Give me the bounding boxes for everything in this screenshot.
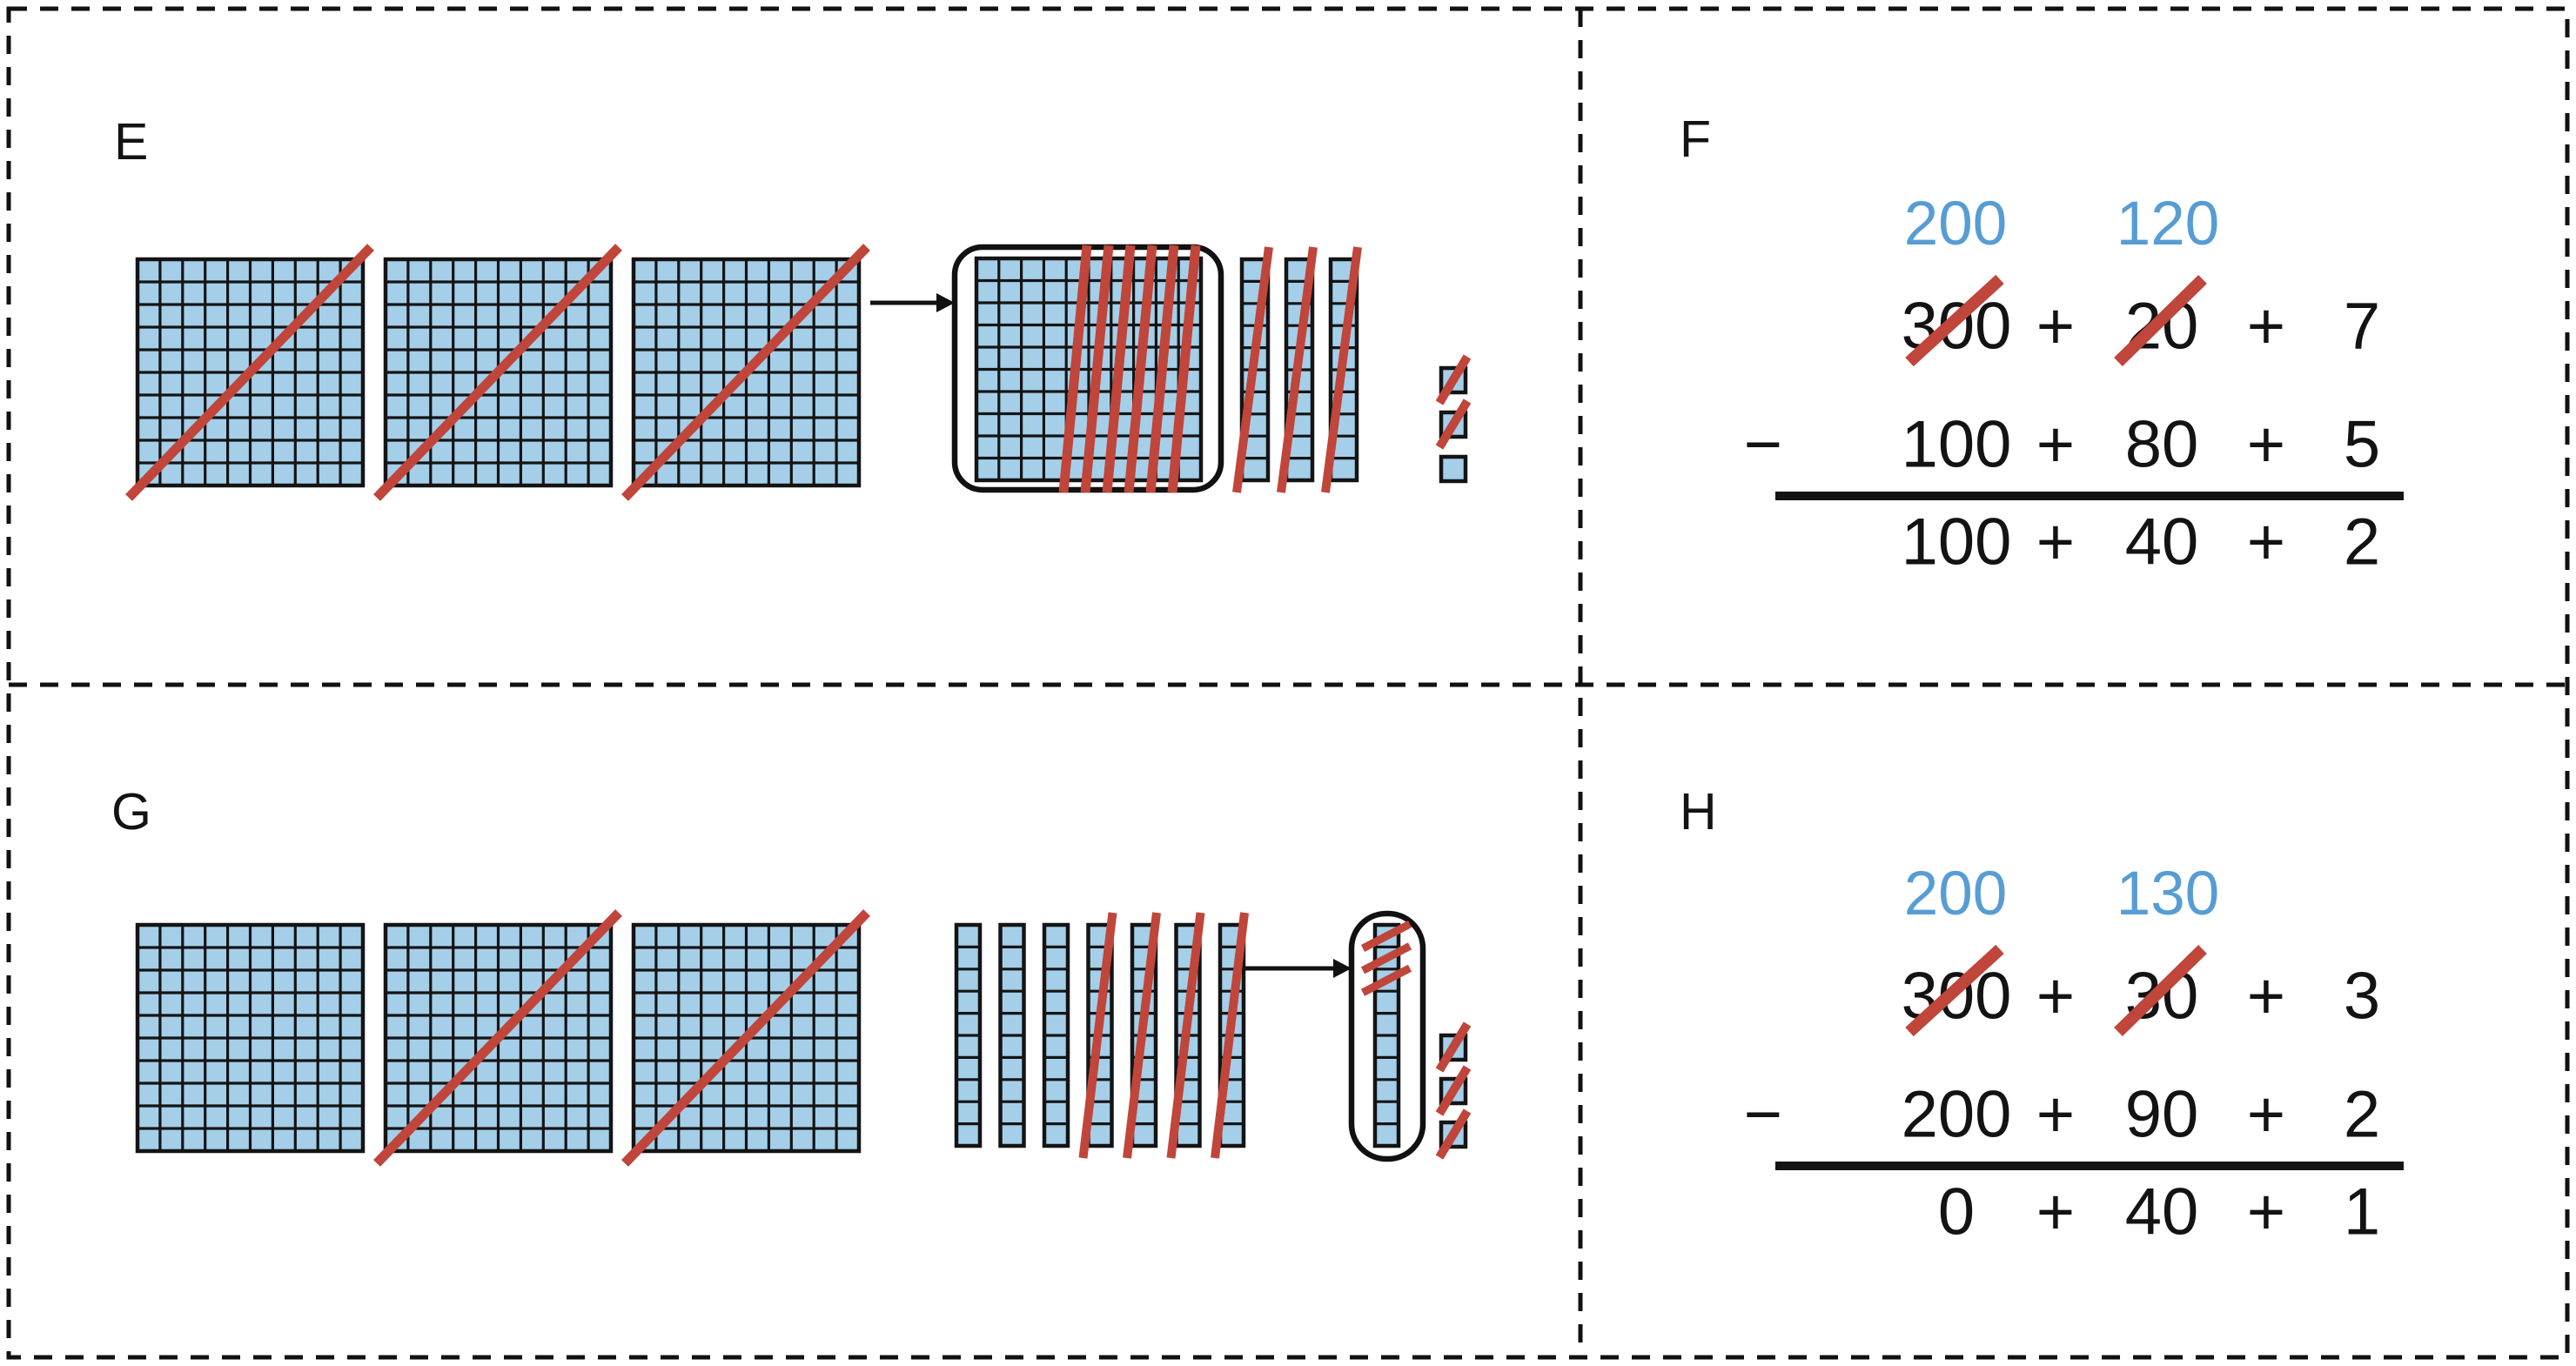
panel-f-minus-sign: − [1744,408,1782,482]
panel-h-plus-4: + [2247,1078,2285,1152]
panel-e-box-ten-slash-2 [1080,244,1114,493]
panel-h-equation: 200130300+30+3−200+90+20+40+1 [1744,860,2404,1249]
panel-f-subtrahend-hundreds: 100 [1902,408,2012,482]
panel-g-box-one-slash-3 [1360,964,1412,996]
panel-f-regroup-hundreds: 200 [1904,190,2007,258]
panel-e-decompose-arrow-icon [870,293,955,312]
panel-h-plus-5: + [2036,1175,2075,1249]
panel-g-blocks [135,909,1472,1167]
panel-f-plus-4: + [2247,408,2285,482]
panel-h-subtrahend-tens: 90 [2125,1078,2199,1152]
panel-e-unit-slash-2 [1435,398,1472,450]
panel-g-flat-slash-2 [373,909,622,1167]
panel-f-cross-out-hundreds [1905,274,2004,367]
panel-f-difference-hundreds: 100 [1902,506,2012,579]
panel-f-difference-tens: 40 [2125,506,2199,579]
panel-g-ten-rod-1 [954,922,983,1148]
panel-f-plus-1: + [2036,290,2075,364]
panel-h-subtrahend-ones: 2 [2344,1078,2380,1152]
panel-g-rod-slash-6 [1166,912,1205,1159]
panel-f-difference-ones: 2 [2344,506,2380,579]
panel-g-flat-slash-3 [621,909,870,1167]
panel-e-label: E [114,113,148,171]
panel-e-box-ten-slash-1 [1058,244,1092,493]
panel-f-subtrahend-ones: 5 [2344,408,2380,482]
panel-e-flat-slash-3 [621,244,870,501]
panel-h-subtrahend-hundreds: 200 [1902,1078,2012,1152]
panel-h-difference-hundreds: 0 [1938,1175,1975,1249]
panel-h-label: H [1680,783,1717,840]
outer-border [6,6,2570,1360]
panel-h-plus-2: + [2247,960,2285,1034]
panel-h-plus-1: + [2036,960,2075,1034]
panel-e-box-ten-slash-3 [1102,244,1136,493]
panel-e-box-ten-slash-5 [1145,244,1179,493]
panel-f-label: F [1680,110,1711,168]
panel-e-flat-slash-2 [373,244,622,501]
panel-f-regroup-tens: 120 [2116,190,2219,258]
panel-f-cross-out-tens [2114,274,2207,367]
panel-h-plus-3: + [2036,1078,2075,1152]
panel-f-minuend-ones: 7 [2344,290,2380,364]
panel-h-difference-tens: 40 [2125,1175,2199,1249]
panel-g-label: G [111,783,151,840]
panel-h-regroup-tens: 130 [2116,860,2219,928]
panel-g-decompose-arrow-icon [1245,959,1352,978]
panel-g-rod-slash-4 [1078,912,1117,1159]
panel-h-minuend-ones: 3 [2344,960,2380,1034]
panel-f-plus-3: + [2036,408,2075,482]
panel-g-unit-slash-3 [1435,1108,1472,1160]
panel-e-decompose-arrow-icon-head [936,293,955,312]
panel-g-box-one-slash-2 [1360,942,1412,974]
panel-e-blocks [125,244,1472,501]
panel-e-rod-slash-3 [1321,246,1362,493]
panel-g-rod-slash-5 [1123,912,1161,1159]
panel-e-flat-slash-1 [125,244,374,501]
panel-g-ten-rod-2 [998,922,1026,1148]
panel-g-rod-slash-7 [1211,912,1249,1159]
panel-e-box-ten-slash-6 [1167,244,1201,493]
panel-f-plus-2: + [2247,290,2285,364]
panel-g-unit-slash-2 [1435,1065,1472,1116]
panel-h-plus-6: + [2247,1175,2285,1249]
panel-e-rod-slash-2 [1277,246,1318,493]
panel-f-plus-5: + [2036,506,2075,579]
panel-e-unit-3 [1439,454,1468,484]
panel-h-regroup-hundreds: 200 [1904,860,2007,928]
panel-g-box-one-slash-1 [1360,921,1412,952]
panel-h-minus-sign: − [1744,1078,1782,1152]
panel-f-plus-6: + [2247,506,2285,579]
panel-g-unit-slash-1 [1435,1021,1472,1073]
panel-g-ten-rod-3 [1042,922,1070,1148]
panel-f-subtrahend-tens: 80 [2125,408,2199,482]
panel-g-hundred-flat-1 [135,922,366,1154]
panel-h-cross-out-hundreds [1905,944,2004,1037]
panel-h-difference-ones: 1 [2344,1175,2380,1249]
panel-g-regroup-box [1348,910,1426,1162]
panel-g-decompose-arrow-icon-head [1333,959,1352,978]
panel-e-box-ten-slash-4 [1124,244,1157,493]
panel-e-unit-slash-1 [1435,354,1472,405]
panel-e-rod-slash-1 [1232,246,1273,493]
panel-h-cross-out-tens [2114,944,2207,1037]
